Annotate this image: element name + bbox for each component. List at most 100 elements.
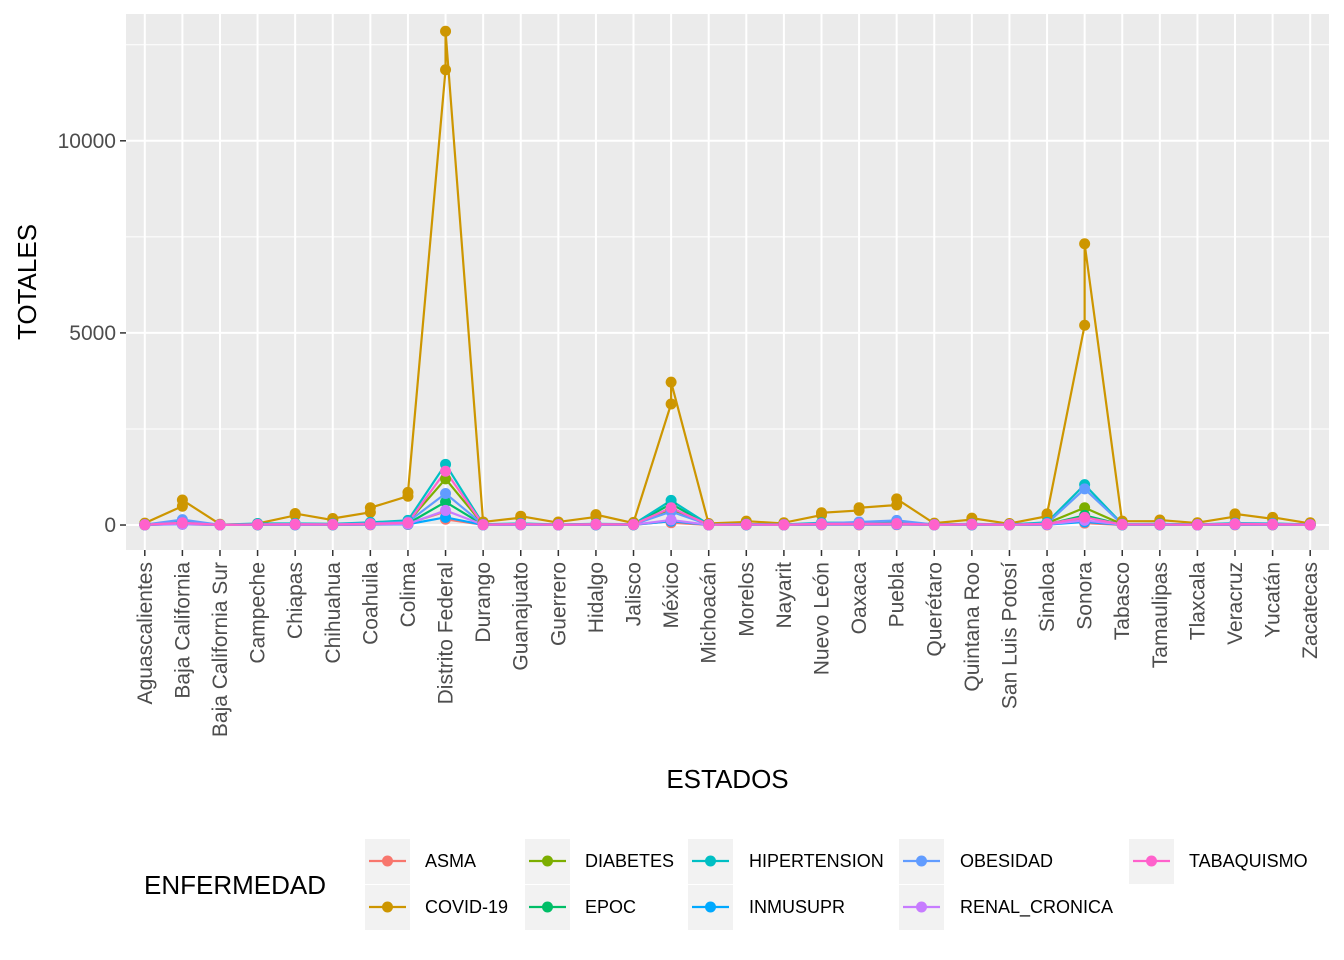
legend-key-point — [542, 855, 553, 867]
data-point-covid-19 — [665, 398, 677, 410]
x-tick-label: Oaxaca — [848, 562, 871, 635]
data-point-covid-19 — [440, 64, 452, 76]
data-point-tabaquismo — [628, 518, 640, 530]
x-tick-label: Zacatecas — [1299, 562, 1322, 659]
x-tick-label: Guanajuato — [510, 562, 533, 671]
x-tick-label: Morelos — [735, 562, 758, 637]
x-tick-label: Coahuila — [359, 562, 382, 645]
y-tick-label: 10000 — [58, 130, 116, 153]
data-point-tabaquismo — [1154, 518, 1166, 530]
data-point-tabaquismo — [440, 465, 452, 477]
x-tick-label: México — [660, 562, 683, 629]
data-point-tabaquismo — [891, 517, 903, 529]
data-point-covid-19 — [590, 509, 602, 521]
data-point-tabaquismo — [1229, 518, 1241, 530]
data-point-covid-19 — [891, 493, 903, 505]
data-point-tabaquismo — [477, 519, 489, 531]
legend-key-point — [382, 855, 393, 867]
data-point-tabaquismo — [1116, 518, 1128, 530]
data-point-tabaquismo — [815, 518, 827, 530]
data-point-tabaquismo — [665, 502, 677, 514]
legend-label-covid-19: COVID-19 — [425, 897, 508, 917]
data-point-tabaquismo — [966, 518, 978, 530]
data-point-renal_cronica — [665, 514, 677, 526]
data-point-tabaquismo — [364, 518, 376, 530]
legend-label-inmusupr: INMUSUPR — [749, 897, 845, 917]
data-point-tabaquismo — [740, 518, 752, 530]
x-axis: Aguascalientes Baja California Baja Califo… — [134, 550, 1322, 737]
data-point-tabaquismo — [1267, 518, 1279, 530]
data-point-tabaquismo — [590, 518, 602, 530]
x-tick-label: Veracruz — [1224, 562, 1247, 645]
series-points — [139, 25, 1316, 531]
y-axis-title: TOTALES — [12, 224, 42, 340]
legend-label-renal_cronica: RENAL_CRONICA — [960, 897, 1113, 918]
legend-title: ENFERMEDAD — [144, 870, 326, 900]
legend-label-tabaquismo: TABAQUISMO — [1189, 851, 1308, 871]
data-point-tabaquismo — [703, 519, 715, 531]
x-axis-title: ESTADOS — [666, 764, 788, 794]
x-tick-label: Jalisco — [623, 562, 646, 626]
legend-key-point — [542, 901, 553, 913]
data-point-tabaquismo — [515, 518, 527, 530]
x-tick-label: Quintana Roo — [961, 562, 984, 692]
x-tick-label: Baja California Sur — [209, 562, 232, 737]
legend-key-point — [916, 855, 927, 867]
legend: ENFERMEDAD ASMA COVID-19 DIABETES EPOC HIPER… — [144, 839, 1308, 930]
legend-label-asma: ASMA — [425, 851, 476, 871]
x-tick-label: Aguascalientes — [134, 562, 157, 704]
x-tick-label: Chihuahua — [322, 562, 345, 664]
legend-key-point — [705, 901, 716, 913]
x-tick-label: Nayarit — [773, 562, 796, 629]
y-tick-label: 0 — [104, 514, 116, 537]
data-point-covid-19 — [1079, 319, 1091, 331]
x-tick-label: Chiapas — [284, 562, 307, 639]
data-point-covid-19 — [402, 486, 414, 498]
x-tick-label: Colima — [397, 562, 420, 628]
data-point-tabaquismo — [289, 518, 301, 530]
data-point-covid-19 — [289, 507, 301, 519]
data-point-diabetes — [440, 473, 452, 485]
legend-label-epoc: EPOC — [585, 897, 636, 917]
legend-key-point — [916, 901, 927, 913]
data-point-tabaquismo — [214, 519, 226, 531]
data-point-obesidad — [440, 488, 452, 500]
data-point-tabaquismo — [139, 519, 151, 531]
data-point-covid-19 — [364, 502, 376, 514]
data-point-tabaquismo — [778, 519, 790, 531]
data-point-covid-19 — [176, 494, 188, 506]
legend-label-obesidad: OBESIDAD — [960, 851, 1053, 871]
data-point-tabaquismo — [1041, 518, 1053, 530]
data-point-tabaquismo — [402, 517, 414, 529]
legend-label-diabetes: DIABETES — [585, 851, 674, 871]
legend-key-point — [382, 901, 393, 913]
data-point-covid-19 — [440, 25, 452, 37]
data-point-covid-19 — [665, 376, 677, 388]
data-point-tabaquismo — [1191, 519, 1203, 531]
data-point-covid-19 — [1041, 508, 1053, 520]
data-point-diabetes — [1079, 502, 1091, 514]
x-tick-label: Michoacán — [698, 562, 721, 664]
x-tick-label: Tlaxcala — [1186, 562, 1209, 641]
data-point-covid-19 — [1229, 508, 1241, 520]
data-point-tabaquismo — [1079, 511, 1091, 523]
x-tick-label: Baja California — [171, 562, 194, 699]
x-tick-label: Puebla — [886, 562, 909, 628]
y-axis: 0 5000 10000 — [58, 130, 126, 537]
x-tick-label: San Luis Potosí — [998, 562, 1021, 709]
grid-minor — [126, 44, 1329, 430]
data-point-tabaquismo — [252, 518, 264, 530]
x-tick-label: Sonora — [1074, 562, 1097, 630]
data-point-tabaquismo — [853, 518, 865, 530]
x-tick-label: Distrito Federal — [435, 562, 458, 704]
x-tick-label: Sinaloa — [1036, 562, 1059, 632]
data-point-tabaquismo — [1003, 519, 1015, 531]
data-point-epoc — [440, 496, 452, 508]
data-point-tabaquismo — [552, 519, 564, 531]
data-point-tabaquismo — [327, 518, 339, 530]
x-tick-label: Tabasco — [1111, 562, 1134, 640]
data-point-tabaquismo — [928, 519, 940, 531]
x-tick-label: Guerrero — [547, 562, 570, 646]
x-tick-label: Nuevo León — [810, 562, 833, 675]
x-tick-label: Durango — [472, 562, 495, 643]
